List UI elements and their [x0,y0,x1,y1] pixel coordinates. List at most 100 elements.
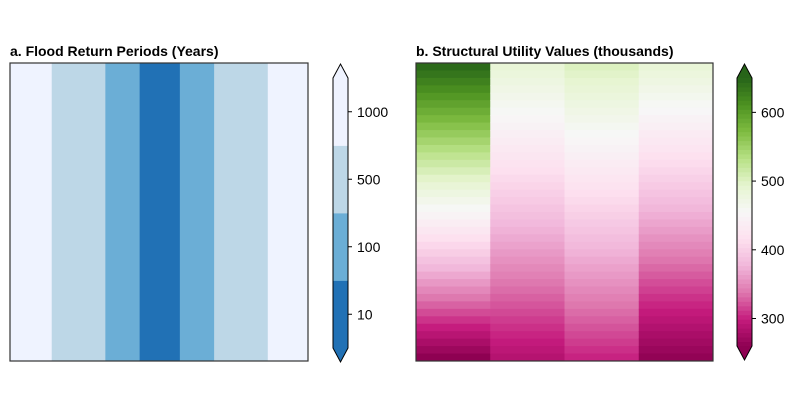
heatmap-cell [416,197,491,206]
colorbar-segment [737,100,752,106]
heatmap-cell [638,85,713,94]
colorbar-tick-label: 500 [761,173,785,189]
colorbar-segment [737,171,752,177]
heatmap-cell [638,279,713,287]
panel-a-colorbar: 10 100 500 1000 [332,62,388,364]
colorbar-segment [737,145,752,150]
colorbar-segment [737,167,752,173]
heatmap-cell [416,346,491,355]
colorbar-segment [737,118,752,124]
heatmap-cell [416,308,491,317]
heatmap-cell [416,234,491,243]
heatmap-column [105,63,141,361]
heatmap-cell [416,115,491,124]
heatmap-cell [564,212,640,220]
heatmap-cell [564,226,640,235]
colorbar-segment [737,140,752,146]
heatmap-cell [564,353,640,361]
heatmap-cell [638,264,713,273]
heatmap-cell [490,301,565,310]
colorbar-segment [737,341,752,347]
heatmap-cell [638,323,713,332]
heatmap-cell [638,197,713,206]
heatmap-cell [564,107,640,116]
heatmap-cell [490,234,565,243]
heatmap-column [179,63,215,361]
heatmap-cell [416,226,491,235]
colorbar-tick-label: 300 [761,311,785,327]
heatmap-cell [564,204,640,213]
colorbar-segment [737,109,752,115]
colorbar-segment [737,279,752,284]
colorbar-segment [737,131,752,137]
colorbar-segment [737,305,752,311]
heatmap-cell [564,152,640,161]
panel-a-frame [9,62,309,362]
heatmap-cell [490,308,565,317]
panel-b: b. Structural Utility Values (thousands)… [415,43,785,362]
colorbar-segment [333,280,348,349]
heatmap-cell [490,212,565,220]
heatmap-cell [564,308,640,317]
panel-a: a. Flood Return Periods (Years) 10 100 500… [9,43,388,364]
heatmap-cell [416,249,491,258]
heatmap-cell [416,63,491,71]
colorbar-segment [333,78,348,146]
colorbar-segment [737,283,752,289]
heatmap-cell [564,331,640,340]
heatmap-cell [638,346,713,355]
colorbar-segment [737,82,752,88]
panel-a-colorbar-extend-top [333,64,348,78]
heatmap-cell [564,130,640,138]
colorbar-tick-label: 600 [761,104,785,120]
heatmap-cell [416,219,491,228]
colorbar-segment [737,220,752,226]
heatmap-column [214,63,269,361]
heatmap-cell [564,182,640,191]
heatmap-cell [490,219,565,228]
heatmap-cell [638,234,713,243]
heatmap-column [139,63,181,361]
colorbar-segment [737,122,752,128]
heatmap-column [51,63,106,361]
heatmap-cell [638,92,713,101]
colorbar-segment [737,158,752,164]
heatmap-cell [638,219,713,228]
panel-b-colorbar-segments [737,78,752,347]
heatmap-cell [416,100,491,109]
heatmap-cell [638,204,713,213]
panel-a-heatmap [10,63,308,361]
panel-b-title: b. Structural Utility Values (thousands) [416,43,673,59]
heatmap-cell [638,212,713,220]
heatmap-cell [490,77,565,86]
panel-b-colorbar-ticks: 300 400 500 600 [752,104,785,327]
heatmap-cell [490,293,565,302]
heatmap-cell [564,122,640,131]
panel-a-colorbar-ticks: 10 100 500 1000 [348,104,388,322]
heatmap-cell [416,204,491,213]
panel-b-colorbar: 300 400 500 600 [736,62,785,362]
colorbar-segment [737,265,752,271]
heatmap-cell [416,331,491,340]
heatmap-cell [416,338,491,347]
heatmap-cell [416,167,491,176]
heatmap-cell [638,316,713,325]
heatmap-cell [490,256,565,265]
heatmap-cell [564,256,640,265]
heatmap-cell [638,256,713,265]
colorbar-segment [737,256,752,262]
heatmap-cell [638,144,713,153]
colorbar-segment [737,323,752,329]
heatmap-cell [416,264,491,273]
heatmap-cell [490,70,565,79]
heatmap-cell [638,338,713,347]
heatmap-cell [638,107,713,116]
colorbar-segment [737,292,752,298]
colorbar-segment [737,243,752,249]
heatmap-cell [416,189,491,198]
colorbar-segment [737,314,752,320]
colorbar-segment [737,95,752,101]
colorbar-segment [737,328,752,334]
heatmap-cell [416,293,491,302]
